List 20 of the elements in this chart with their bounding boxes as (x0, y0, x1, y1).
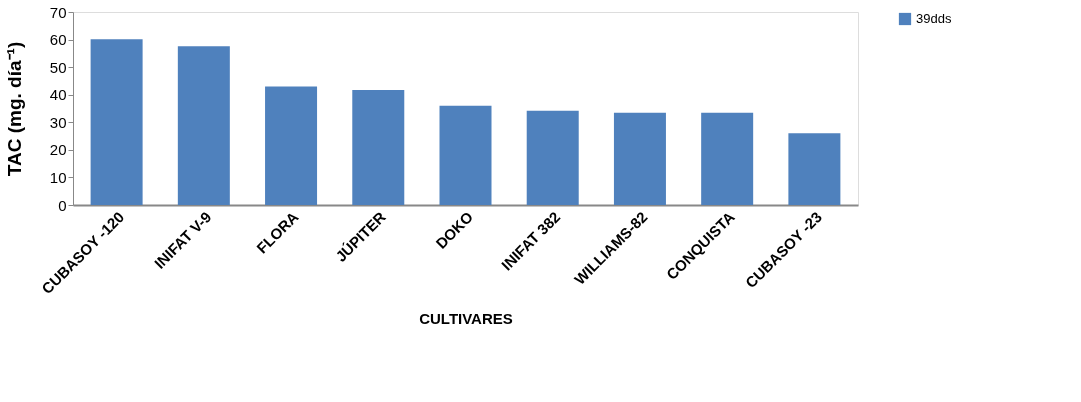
y-tick-label: 10 (49, 168, 67, 186)
y-tick-label: 40 (49, 86, 67, 104)
bar (177, 46, 230, 205)
bar (439, 105, 492, 205)
y-tick-label: 70 (49, 3, 67, 21)
bar (526, 110, 579, 205)
y-tick-label: 50 (49, 58, 67, 76)
y-tick-label: 0 (58, 196, 67, 214)
x-axis-title: CULTIVARES (419, 310, 513, 328)
bar (613, 112, 666, 205)
y-axis-title: TAC (mg. día⁻¹) (3, 41, 25, 177)
bar (265, 86, 318, 205)
y-tick-label: 60 (49, 31, 67, 49)
legend-label: 39dds (916, 11, 952, 26)
bar (701, 112, 754, 205)
bar (90, 39, 143, 205)
bar (788, 133, 841, 205)
y-tick-label: 20 (49, 141, 67, 159)
bar (352, 90, 405, 205)
y-tick-label: 30 (49, 113, 67, 131)
